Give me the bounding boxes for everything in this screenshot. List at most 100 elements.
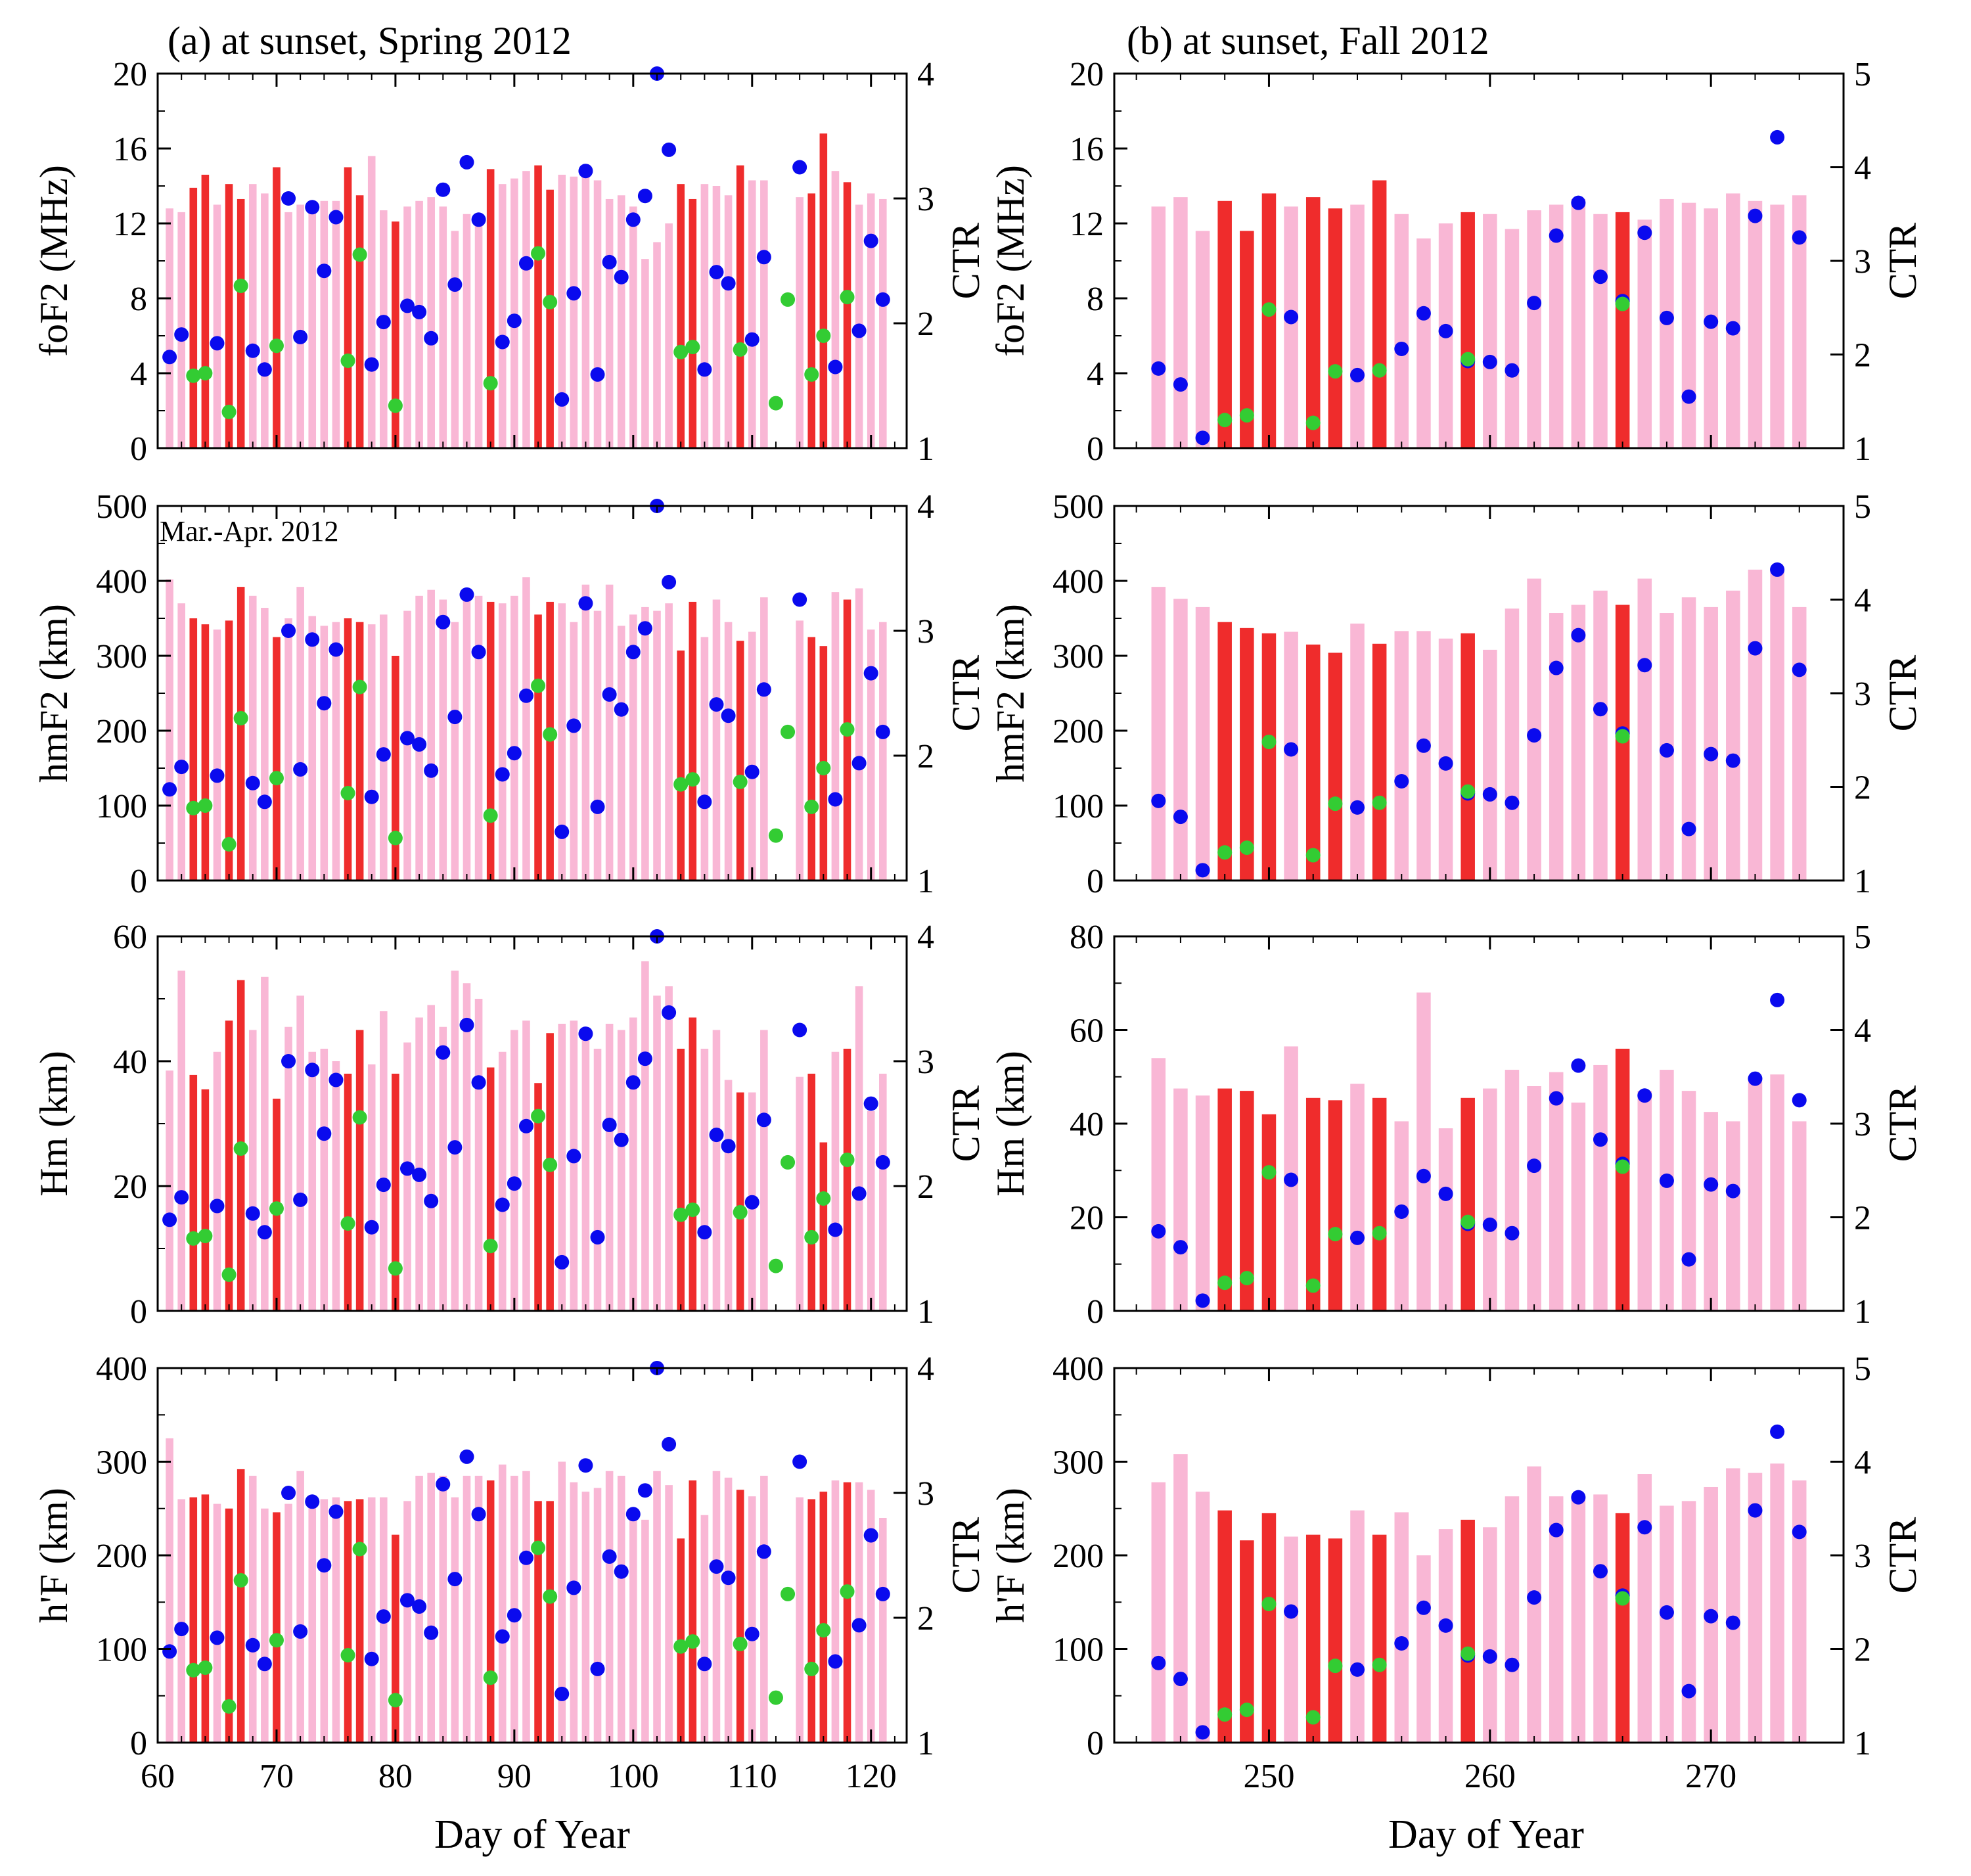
ctr-point-blue [662, 142, 677, 157]
ctr-point-green [1615, 729, 1630, 744]
ctr-point-green [269, 771, 284, 786]
ctr-point-blue [1151, 361, 1166, 376]
bar-red [392, 1074, 399, 1311]
x-tick-label: 70 [260, 1758, 294, 1795]
ctr-point-green [816, 1191, 831, 1206]
ctr-point-blue [518, 688, 533, 703]
ctr-point-blue [245, 343, 260, 358]
ctr-point-blue [1770, 1424, 1785, 1439]
ctr-point-blue [305, 1494, 320, 1509]
ctr-point-blue [471, 1075, 486, 1090]
bar-pink [284, 212, 292, 448]
y2-axis-label: CTR [944, 1517, 987, 1594]
ctr-point-green [1615, 1591, 1630, 1606]
ctr-point-blue [566, 1580, 581, 1595]
bar-pink [1505, 229, 1520, 448]
ctr-point-blue [1350, 1230, 1365, 1245]
bar-red [1217, 1510, 1232, 1743]
ctr-point-blue [875, 1155, 890, 1170]
ctr-point-blue [518, 1118, 533, 1133]
y2-tick-label: 5 [1854, 919, 1871, 956]
ctr-point-blue [637, 1483, 652, 1498]
bar-pink [605, 1471, 614, 1743]
y2-axis-label: CTR [1881, 655, 1924, 732]
bar-pink [1637, 578, 1652, 881]
ctr-point-blue [1438, 1618, 1453, 1633]
bar-pink [1173, 1454, 1188, 1743]
ctr-point-blue [1571, 1058, 1586, 1073]
ctr-point-blue [602, 1549, 617, 1564]
bar-pink [724, 195, 733, 448]
bar-red [237, 1469, 245, 1743]
ctr-point-blue [459, 1017, 474, 1032]
y-tick-label: 8 [130, 281, 147, 318]
ctr-point-blue [590, 367, 605, 382]
bar-red [689, 198, 697, 448]
bar-pink [248, 1475, 257, 1743]
bar-pink [665, 603, 673, 881]
ctr-point-blue [555, 1686, 570, 1701]
ctr-point-blue [792, 160, 807, 175]
ctr-point-blue [1173, 810, 1188, 825]
ctr-point-green [1372, 1657, 1387, 1672]
bar-red [1305, 1534, 1321, 1743]
ctr-point-blue [602, 1117, 617, 1132]
ctr-point-blue [507, 746, 522, 761]
bar-pink [367, 624, 376, 881]
bar-pink [1350, 1510, 1365, 1743]
bar-red [225, 620, 233, 881]
bar-red [534, 1083, 542, 1311]
bar-pink [879, 1074, 887, 1311]
bar-pink [522, 1020, 530, 1311]
bar-pink [498, 603, 507, 881]
ctr-point-blue [756, 1112, 771, 1128]
bar-pink [1151, 1482, 1166, 1743]
bar-red [807, 193, 816, 448]
y2-axis-label: CTR [944, 655, 987, 732]
bar-pink [605, 198, 614, 448]
ctr-point-blue [721, 1570, 736, 1586]
ctr-point-green [543, 294, 558, 309]
bar-pink [760, 597, 768, 881]
bar-red [1461, 1097, 1475, 1311]
bar-pink [403, 206, 411, 448]
ctr-point-blue [555, 392, 570, 407]
y2-tick-label: 1 [917, 430, 934, 468]
bar-pink [1770, 1074, 1784, 1311]
ctr-point-blue [281, 1486, 296, 1500]
y-tick-label: 20 [113, 1168, 147, 1206]
y-tick-label: 80 [1070, 919, 1104, 956]
bar-pink [1637, 1091, 1652, 1311]
y-tick-label: 300 [96, 638, 147, 675]
y-tick-label: 16 [113, 131, 147, 168]
bar-pink [1770, 204, 1784, 448]
ctr-point-blue [602, 254, 617, 269]
bar-pink [1438, 1128, 1453, 1311]
ctr-point-blue [828, 1222, 843, 1237]
ctr-point-blue [721, 276, 736, 291]
bar-pink [463, 214, 471, 448]
y-axis-label: h'F (km) [32, 1488, 76, 1623]
bar-pink [748, 180, 756, 448]
ctr-point-blue [851, 1618, 867, 1633]
ctr-point-green [388, 398, 403, 413]
bar-pink [1195, 1095, 1210, 1311]
y2-tick-label: 1 [917, 1293, 934, 1331]
bar-pink [581, 1492, 590, 1743]
bar-red [355, 1030, 364, 1311]
ctr-point-blue [293, 329, 308, 344]
ctr-point-blue [1350, 1662, 1365, 1677]
bar-pink [1726, 1468, 1740, 1743]
bar-red [736, 641, 744, 881]
bar-pink [831, 171, 840, 448]
bar-pink [1726, 590, 1740, 881]
bar-pink [570, 1020, 578, 1311]
ctr-point-green [1328, 364, 1343, 379]
ctr-point-blue [293, 762, 308, 777]
bar-pink [617, 1030, 625, 1311]
bar-pink [1483, 649, 1497, 881]
ctr-point-blue [1482, 354, 1497, 369]
ctr-point-green [1217, 1275, 1233, 1291]
